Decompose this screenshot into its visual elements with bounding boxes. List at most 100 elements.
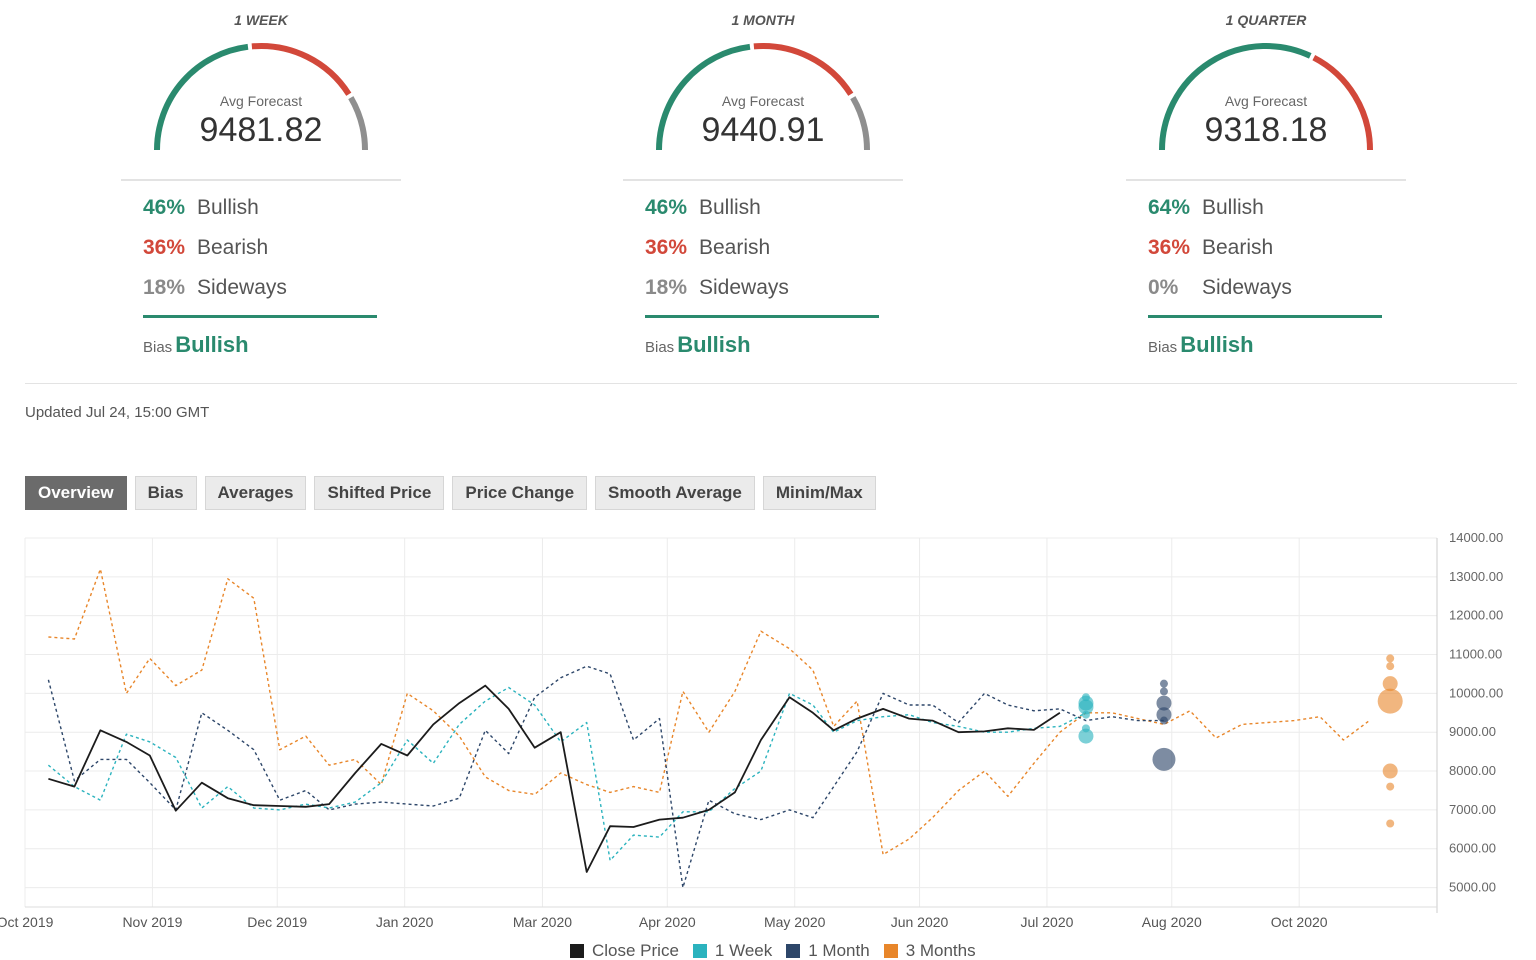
forecast-point-quarter[interactable] bbox=[1386, 662, 1395, 671]
forecast-point-month[interactable] bbox=[1152, 747, 1176, 771]
chart-legend: Close Price 1 Week 1 Month 3 Months bbox=[570, 941, 976, 960]
forecast-point-quarter[interactable] bbox=[1386, 654, 1395, 663]
gauge-bearish-arc bbox=[753, 43, 854, 96]
bias: Bias Bullish bbox=[645, 332, 751, 358]
bearish-pct: 36% bbox=[1148, 236, 1191, 259]
y-tick-label: 8000.00 bbox=[1449, 763, 1496, 778]
avg-forecast-label: Avg Forecast bbox=[219, 93, 303, 109]
legend-close-price[interactable]: Close Price bbox=[570, 941, 679, 960]
x-tick-label: Dec 2019 bbox=[247, 914, 307, 930]
y-tick-label: 5000.00 bbox=[1449, 880, 1496, 895]
forecast-point-week[interactable] bbox=[1078, 699, 1094, 715]
forecast-point-month[interactable] bbox=[1156, 695, 1172, 711]
legend-label: 3 Months bbox=[905, 941, 976, 960]
forecast-point-quarter[interactable] bbox=[1386, 819, 1395, 828]
y-tick-label: 13000.00 bbox=[1449, 569, 1503, 584]
bias-bar bbox=[143, 315, 377, 318]
sideways-pct: 18% bbox=[645, 276, 688, 299]
panel-title: 1 QUARTER bbox=[1225, 12, 1307, 28]
chart-tabs: Overview Bias Averages Shifted Price Pri… bbox=[25, 476, 876, 510]
bullish-label: Bullish bbox=[699, 196, 761, 219]
forecast-point-week[interactable] bbox=[1078, 728, 1094, 744]
gauge-sideways-arc bbox=[348, 96, 368, 151]
panel-title: 1 MONTH bbox=[731, 12, 795, 28]
bias-value: Bullish bbox=[1180, 332, 1254, 357]
bearish-label: Bearish bbox=[197, 236, 269, 259]
divider bbox=[1126, 179, 1406, 181]
forecast-point-month[interactable] bbox=[1159, 716, 1168, 725]
forecast-point-month[interactable] bbox=[1159, 687, 1168, 696]
legend-1-month[interactable]: 1 Month bbox=[786, 941, 870, 960]
sentiment-gauge bbox=[656, 43, 870, 151]
x-tick-label: Aug 2020 bbox=[1142, 914, 1202, 930]
divider bbox=[623, 179, 903, 181]
legend-label: 1 Month bbox=[808, 941, 870, 960]
legend-label: 1 Week bbox=[714, 941, 773, 960]
forecast-point-month[interactable] bbox=[1159, 679, 1168, 688]
tab-minim-max[interactable]: Minim/Max bbox=[762, 476, 876, 510]
avg-forecast-value: 9440.91 bbox=[701, 111, 825, 149]
tab-price-change[interactable]: Price Change bbox=[452, 476, 588, 510]
y-tick-label: 12000.00 bbox=[1449, 608, 1503, 623]
bias: Bias Bullish bbox=[1148, 332, 1254, 358]
gauge-bearish-arc bbox=[1312, 54, 1373, 151]
bullish-pct: 46% bbox=[143, 196, 186, 219]
x-tick-label: Oct 2019 bbox=[0, 914, 54, 930]
legend-swatch bbox=[570, 944, 584, 958]
bias-label: Bias bbox=[645, 339, 675, 356]
gauge-bullish-arc bbox=[1159, 43, 1312, 151]
y-tick-label: 14000.00 bbox=[1449, 530, 1503, 545]
avg-forecast-label: Avg Forecast bbox=[1224, 93, 1308, 109]
x-tick-label: Jul 2020 bbox=[1020, 914, 1073, 930]
x-tick-label: Jan 2020 bbox=[376, 914, 434, 930]
bullish-row: 46% Bullish bbox=[645, 195, 761, 221]
sentiment-gauge bbox=[1159, 43, 1373, 151]
sideways-pct: 18% bbox=[143, 276, 186, 299]
legend-3-months[interactable]: 3 Months bbox=[883, 941, 976, 960]
x-tick-label: Oct 2020 bbox=[1271, 914, 1328, 930]
bias-value: Bullish bbox=[677, 332, 751, 357]
forecast-point-quarter[interactable] bbox=[1382, 676, 1398, 692]
bias-value: Bullish bbox=[175, 332, 249, 357]
legend-swatch bbox=[786, 944, 801, 958]
sideways-label: Sideways bbox=[699, 276, 789, 299]
sideways-pct: 0% bbox=[1148, 276, 1179, 299]
avg-forecast-value: 9481.82 bbox=[199, 111, 323, 149]
x-tick-label: Nov 2019 bbox=[122, 914, 182, 930]
bullish-pct: 46% bbox=[645, 196, 688, 219]
legend-swatch bbox=[883, 944, 898, 958]
legend-1-week[interactable]: 1 Week bbox=[692, 941, 773, 960]
forecast-point-quarter[interactable] bbox=[1386, 782, 1395, 791]
avg-forecast-label: Avg Forecast bbox=[721, 93, 805, 109]
tab-smooth-average[interactable]: Smooth Average bbox=[595, 476, 755, 510]
bullish-row: 64% Bullish bbox=[1148, 195, 1264, 221]
tab-averages[interactable]: Averages bbox=[204, 476, 307, 510]
gauge-bearish-arc bbox=[251, 43, 352, 96]
divider bbox=[121, 179, 401, 181]
bearish-pct: 36% bbox=[143, 236, 186, 259]
sideways-row: 18% Sideways bbox=[645, 275, 789, 301]
bias-label: Bias bbox=[1148, 339, 1178, 356]
bullish-pct: 64% bbox=[1148, 196, 1191, 219]
tab-bias[interactable]: Bias bbox=[134, 476, 197, 510]
avg-forecast-value: 9318.18 bbox=[1204, 111, 1328, 149]
forecast-point-quarter[interactable] bbox=[1382, 763, 1398, 779]
y-tick-label: 6000.00 bbox=[1449, 841, 1496, 856]
forecast-point-month[interactable] bbox=[1156, 707, 1172, 723]
forecast-point-week[interactable] bbox=[1081, 710, 1090, 719]
bearish-row: 36% Bearish bbox=[645, 235, 770, 261]
tab-shifted-price[interactable]: Shifted Price bbox=[314, 476, 445, 510]
y-tick-label: 11000.00 bbox=[1449, 647, 1502, 662]
tab-overview[interactable]: Overview bbox=[25, 476, 127, 510]
bearish-pct: 36% bbox=[645, 236, 688, 259]
sideways-row: 0% Sideways bbox=[1148, 275, 1292, 301]
bearish-label: Bearish bbox=[699, 236, 771, 259]
bearish-row: 36% Bearish bbox=[143, 235, 268, 261]
bullish-row: 46% Bullish bbox=[143, 195, 259, 221]
x-tick-label: May 2020 bbox=[764, 914, 826, 930]
bullish-label: Bullish bbox=[197, 196, 259, 219]
forecast-point-quarter[interactable] bbox=[1377, 688, 1403, 714]
updated-timestamp: Updated Jul 24, 15:00 GMT bbox=[25, 404, 210, 421]
sideways-row: 18% Sideways bbox=[143, 275, 287, 301]
series-line-quarter bbox=[48, 568, 1370, 856]
